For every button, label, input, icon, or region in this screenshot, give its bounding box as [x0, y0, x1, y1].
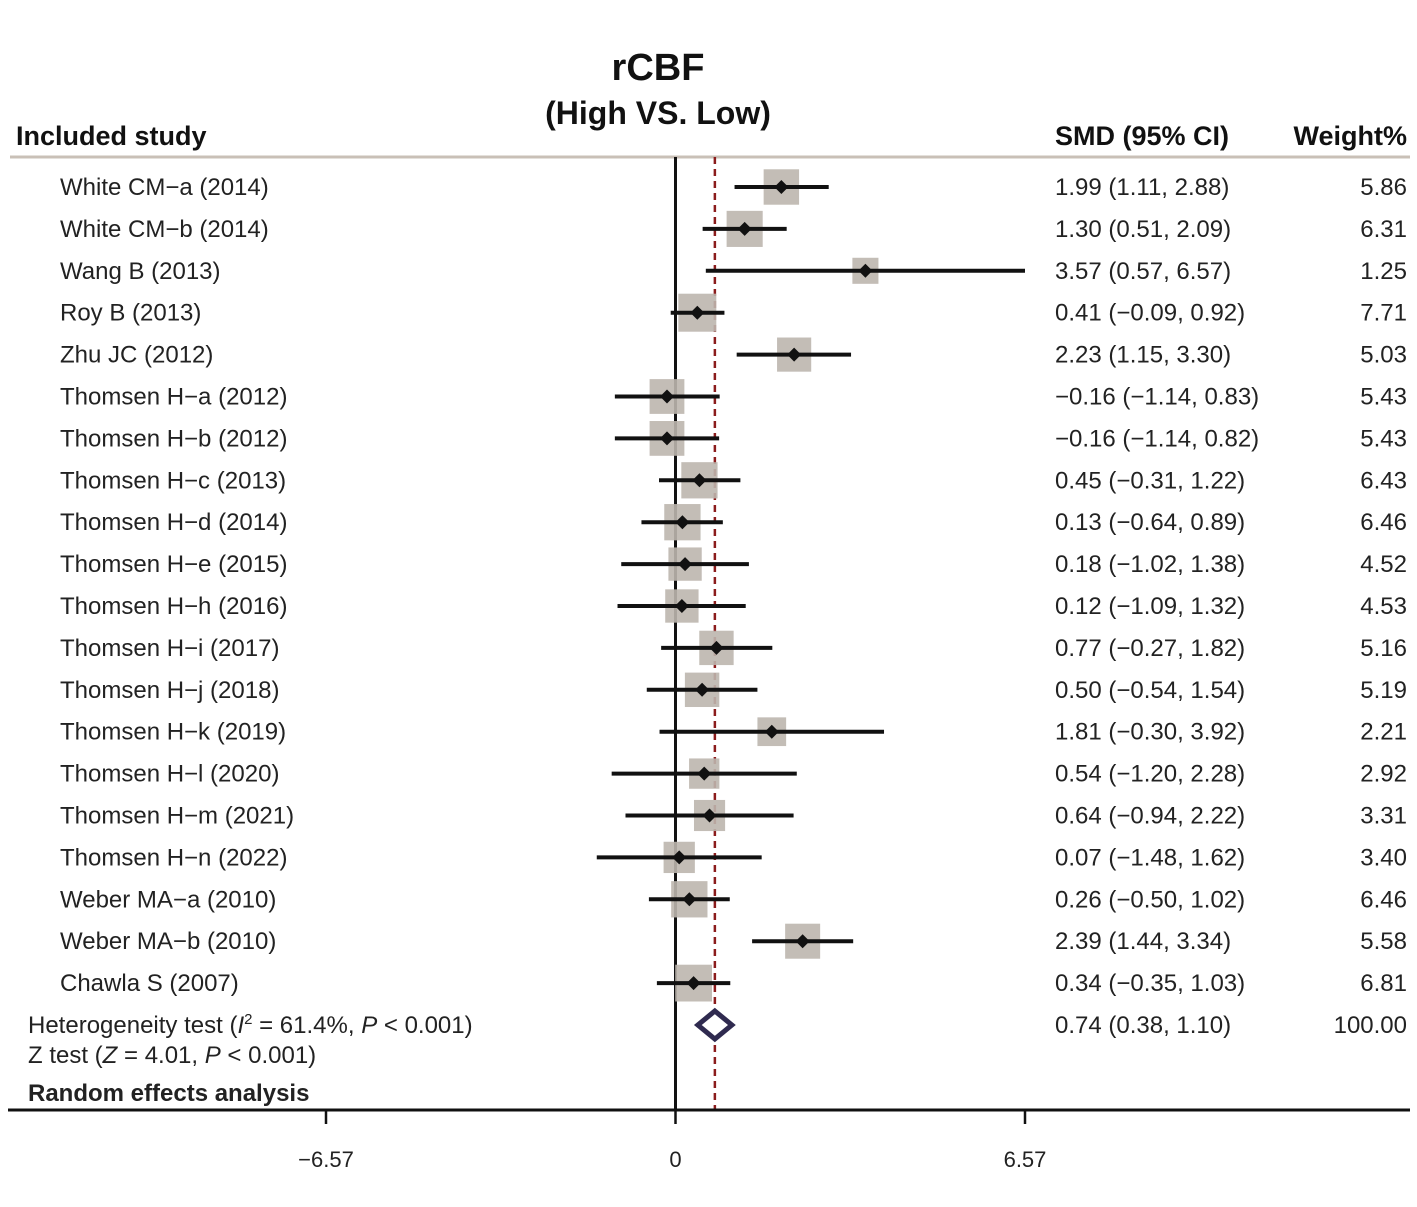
study-label: Zhu JC (2012) [60, 342, 213, 369]
study-weight-text: 6.31 [1360, 216, 1407, 243]
study-ci-text: 0.18 (−1.02, 1.38) [1055, 551, 1245, 578]
study-point-marker [659, 389, 674, 404]
study-weight-text: 3.40 [1360, 844, 1407, 871]
study-ci-text: 0.12 (−1.09, 1.32) [1055, 593, 1245, 620]
study-point-marker [682, 892, 697, 907]
study-label: Roy B (2013) [60, 300, 201, 327]
study-point-marker [678, 557, 693, 572]
study-weight-text: 7.71 [1360, 300, 1407, 327]
study-point-marker [697, 766, 712, 781]
plot-marks: White CM−a (2014) 1.99 (1.11, 2.88) 5.86 Wh… [60, 157, 1407, 1110]
chart-subtitle: (High VS. Low) [545, 95, 771, 131]
study-ci-text: 0.34 (−0.35, 1.03) [1055, 970, 1245, 997]
study-label: Weber MA−a (2010) [60, 886, 276, 913]
study-point-marker [690, 305, 705, 320]
study-weight-text: 4.53 [1360, 593, 1407, 620]
study-ci-text: 3.57 (0.57, 6.57) [1055, 258, 1231, 285]
study-point-marker [674, 599, 689, 613]
study-label: Thomsen H−j (2018) [60, 677, 279, 704]
study-weight-text: 3.31 [1360, 803, 1407, 830]
study-point-marker [675, 515, 690, 530]
study-label: Thomsen H−i (2017) [60, 635, 279, 662]
study-label: Thomsen H−k (2019) [60, 719, 286, 746]
study-weight-text: 5.86 [1360, 174, 1407, 201]
pooled-weight-text: 100.00 [1334, 1012, 1407, 1039]
study-weight-text: 2.21 [1360, 719, 1407, 746]
study-point-marker [686, 976, 701, 991]
chart-title: rCBF [612, 47, 705, 89]
x-tick-label: −6.57 [298, 1147, 354, 1172]
study-label: Thomsen H−n (2022) [60, 844, 287, 871]
study-point-marker [858, 263, 873, 278]
study-column-header: Included study [16, 121, 207, 151]
study-ci-text: 1.99 (1.11, 2.88) [1055, 174, 1229, 201]
study-ci-text: 0.50 (−0.54, 1.54) [1055, 677, 1245, 704]
effect-column-header: SMD (95% CI) [1055, 121, 1229, 151]
study-weight-text: 1.25 [1360, 258, 1407, 285]
study-ci-text: 0.41 (−0.09, 0.92) [1055, 300, 1245, 327]
study-label: Thomsen H−e (2015) [60, 551, 287, 578]
study-weight-text: 6.81 [1360, 970, 1407, 997]
study-weight-text: 4.52 [1360, 551, 1407, 578]
study-label: Wang B (2013) [60, 258, 221, 285]
study-ci-text: −0.16 (−1.14, 0.82) [1055, 425, 1259, 452]
study-point-marker [692, 473, 707, 488]
x-tick-label: 6.57 [1004, 1147, 1047, 1172]
study-ci-text: 0.64 (−0.94, 2.22) [1055, 803, 1245, 830]
study-ci-text: 0.26 (−0.50, 1.02) [1055, 886, 1245, 913]
study-point-marker [795, 934, 810, 949]
study-weight-text: 6.43 [1360, 467, 1407, 494]
study-ci-text: 0.45 (−0.31, 1.22) [1055, 467, 1245, 494]
study-label: Thomsen H−m (2021) [60, 803, 294, 830]
study-ci-text: 0.07 (−1.48, 1.62) [1055, 844, 1245, 871]
pooled-diamond [693, 1007, 736, 1043]
study-weight-text: 5.43 [1360, 384, 1407, 411]
x-axis-ticks: −6.57 0 6.57 [298, 1110, 1046, 1172]
study-weight-text: 2.92 [1360, 761, 1407, 788]
study-label: Thomsen H−h (2016) [60, 593, 287, 620]
study-weight-text: 5.43 [1360, 425, 1407, 452]
study-weight-text: 5.19 [1360, 677, 1407, 704]
study-point-marker [659, 431, 674, 446]
study-ci-text: 2.39 (1.44, 3.34) [1055, 928, 1231, 955]
study-label: Thomsen H−b (2012) [60, 425, 287, 452]
study-point-marker [737, 221, 752, 236]
study-label: Weber MA−b (2010) [60, 928, 276, 955]
study-point-marker [787, 347, 802, 362]
study-ci-text: 0.13 (−0.64, 0.89) [1055, 509, 1245, 536]
study-weight-text: 5.16 [1360, 635, 1407, 662]
study-label: Thomsen H−d (2014) [60, 509, 287, 536]
study-ci-text: 1.81 (−0.30, 3.92) [1055, 719, 1245, 746]
study-point-marker [764, 724, 779, 739]
study-weight-text: 5.03 [1360, 342, 1407, 369]
study-point-marker [695, 682, 710, 697]
study-label: Thomsen H−l (2020) [60, 761, 279, 788]
z-test: Z test (Z = 4.01, P < 0.001) [28, 1042, 316, 1069]
study-point-marker [672, 850, 687, 865]
study-point-marker [702, 808, 717, 823]
study-weight-text: 6.46 [1360, 886, 1407, 913]
x-tick-label: 0 [669, 1147, 681, 1172]
study-ci-text: 0.54 (−1.20, 2.28) [1055, 761, 1245, 788]
study-label: Thomsen H−c (2013) [60, 467, 286, 494]
study-weight-text: 6.46 [1360, 509, 1407, 536]
heterogeneity-test: Heterogeneity test (I2 = 61.4%, P < 0.00… [28, 1011, 473, 1039]
study-ci-text: 1.30 (0.51, 2.09) [1055, 216, 1231, 243]
model-label: Random effects analysis [28, 1080, 309, 1107]
study-ci-text: 0.77 (−0.27, 1.82) [1055, 635, 1245, 662]
pooled-ci-text: 0.74 (0.38, 1.10) [1055, 1012, 1231, 1039]
study-weight-text: 5.58 [1360, 928, 1407, 955]
study-ci-text: 2.23 (1.15, 3.30) [1055, 342, 1231, 369]
study-point-marker [774, 180, 789, 194]
study-point-marker [709, 640, 724, 655]
study-label: White CM−b (2014) [60, 216, 269, 243]
weight-column-header: Weight% [1294, 121, 1408, 151]
study-label: Thomsen H−a (2012) [60, 384, 287, 411]
study-label: Chawla S (2007) [60, 970, 239, 997]
study-ci-text: −0.16 (−1.14, 0.83) [1055, 384, 1259, 411]
study-label: White CM−a (2014) [60, 174, 269, 201]
